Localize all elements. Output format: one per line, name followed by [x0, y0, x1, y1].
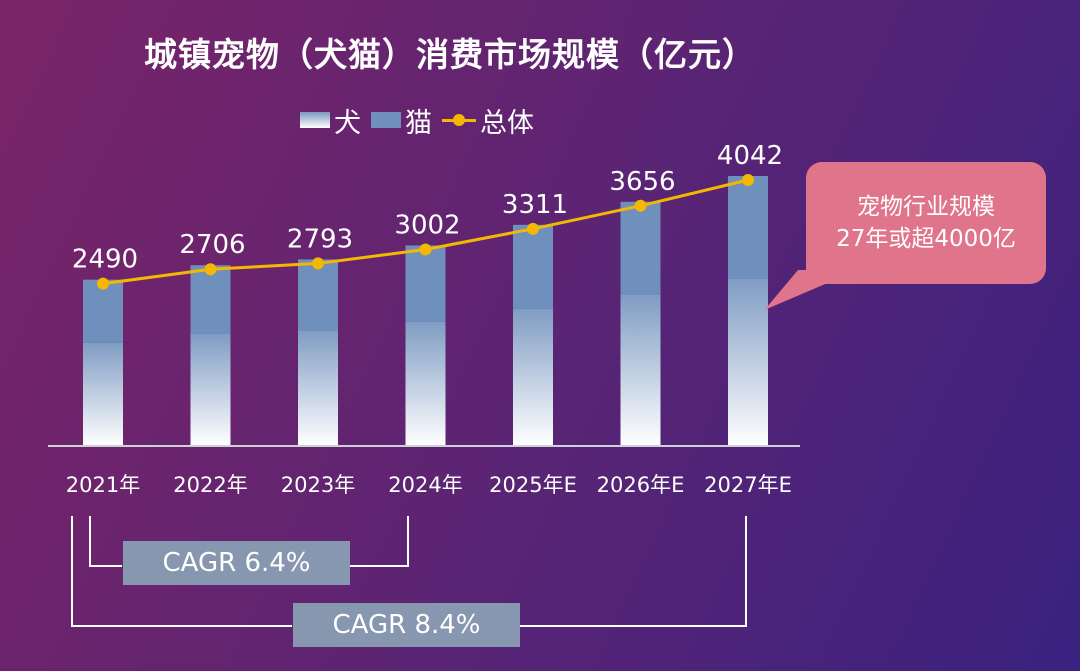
x-tick-label-0: 2021年 [66, 473, 140, 497]
total-point-2 [312, 257, 324, 270]
data-label-0: 2490 [72, 245, 138, 275]
x-tick-label-5: 2026年E [597, 473, 685, 497]
bar-cat-3 [405, 245, 446, 322]
callout-line-1: 宠物行业规模 [857, 194, 995, 220]
legend-label-dog: 犬 [334, 107, 361, 139]
cagr-bracket-short [89, 516, 409, 567]
x-tick-label-1: 2022年 [173, 473, 247, 497]
cagr-badge-short: CAGR 6.4% [123, 541, 350, 585]
bar-cat-5 [620, 201, 661, 295]
bar-cat-6 [728, 176, 768, 279]
total-point-6 [742, 174, 754, 186]
chart-title: 城镇宠物（犬猫）消费市场规模（亿元） [144, 35, 756, 74]
legend-swatch-total [442, 112, 476, 128]
callout-line-2: 27年或超4000亿 [836, 226, 1016, 252]
bar-dog-0 [83, 342, 123, 446]
legend-swatch-cat [371, 112, 401, 128]
legend: 犬 猫 总体 [300, 100, 534, 140]
legend-item-total: 总体 [442, 101, 534, 140]
bar-cat-4 [513, 224, 553, 309]
legend-label-total: 总体 [480, 107, 534, 139]
data-label-1: 2706 [179, 230, 245, 260]
data-label-3: 3002 [394, 210, 460, 240]
legend-item-cat: 猫 [371, 101, 432, 140]
bar-cat-2 [298, 259, 338, 331]
bar-dog-6 [728, 278, 768, 446]
total-point-5 [634, 199, 647, 212]
bar-dog-3 [405, 321, 446, 446]
total-point-0 [97, 277, 109, 290]
cagr-badge-long: CAGR 8.4% [293, 603, 520, 647]
bar-cat-0 [83, 279, 123, 343]
legend-label-cat: 猫 [405, 107, 432, 139]
bar-dog-1 [190, 333, 231, 446]
data-label-2: 2793 [287, 224, 353, 254]
total-point-1 [204, 263, 217, 276]
x-tick-label-6: 2027年E [704, 473, 792, 497]
total-point-4 [527, 222, 539, 235]
legend-item-dog: 犬 [300, 101, 361, 140]
total-point-3 [419, 243, 432, 256]
data-label-5: 3656 [609, 167, 675, 197]
callout-bubble: 宠物行业规模 27年或超4000亿 [806, 162, 1046, 284]
cagr-bracket-long [71, 516, 747, 627]
bar-dog-2 [298, 330, 338, 446]
data-label-4: 3311 [502, 190, 568, 220]
data-label-6: 4042 [717, 141, 783, 171]
x-tick-label-2: 2023年 [281, 473, 355, 497]
bar-dog-5 [620, 294, 661, 446]
legend-swatch-dog [300, 112, 330, 128]
bar-dog-4 [513, 308, 553, 446]
x-tick-label-3: 2024年 [388, 473, 462, 497]
x-tick-label-4: 2025年E [489, 473, 577, 497]
bar-cat-1 [190, 265, 231, 334]
